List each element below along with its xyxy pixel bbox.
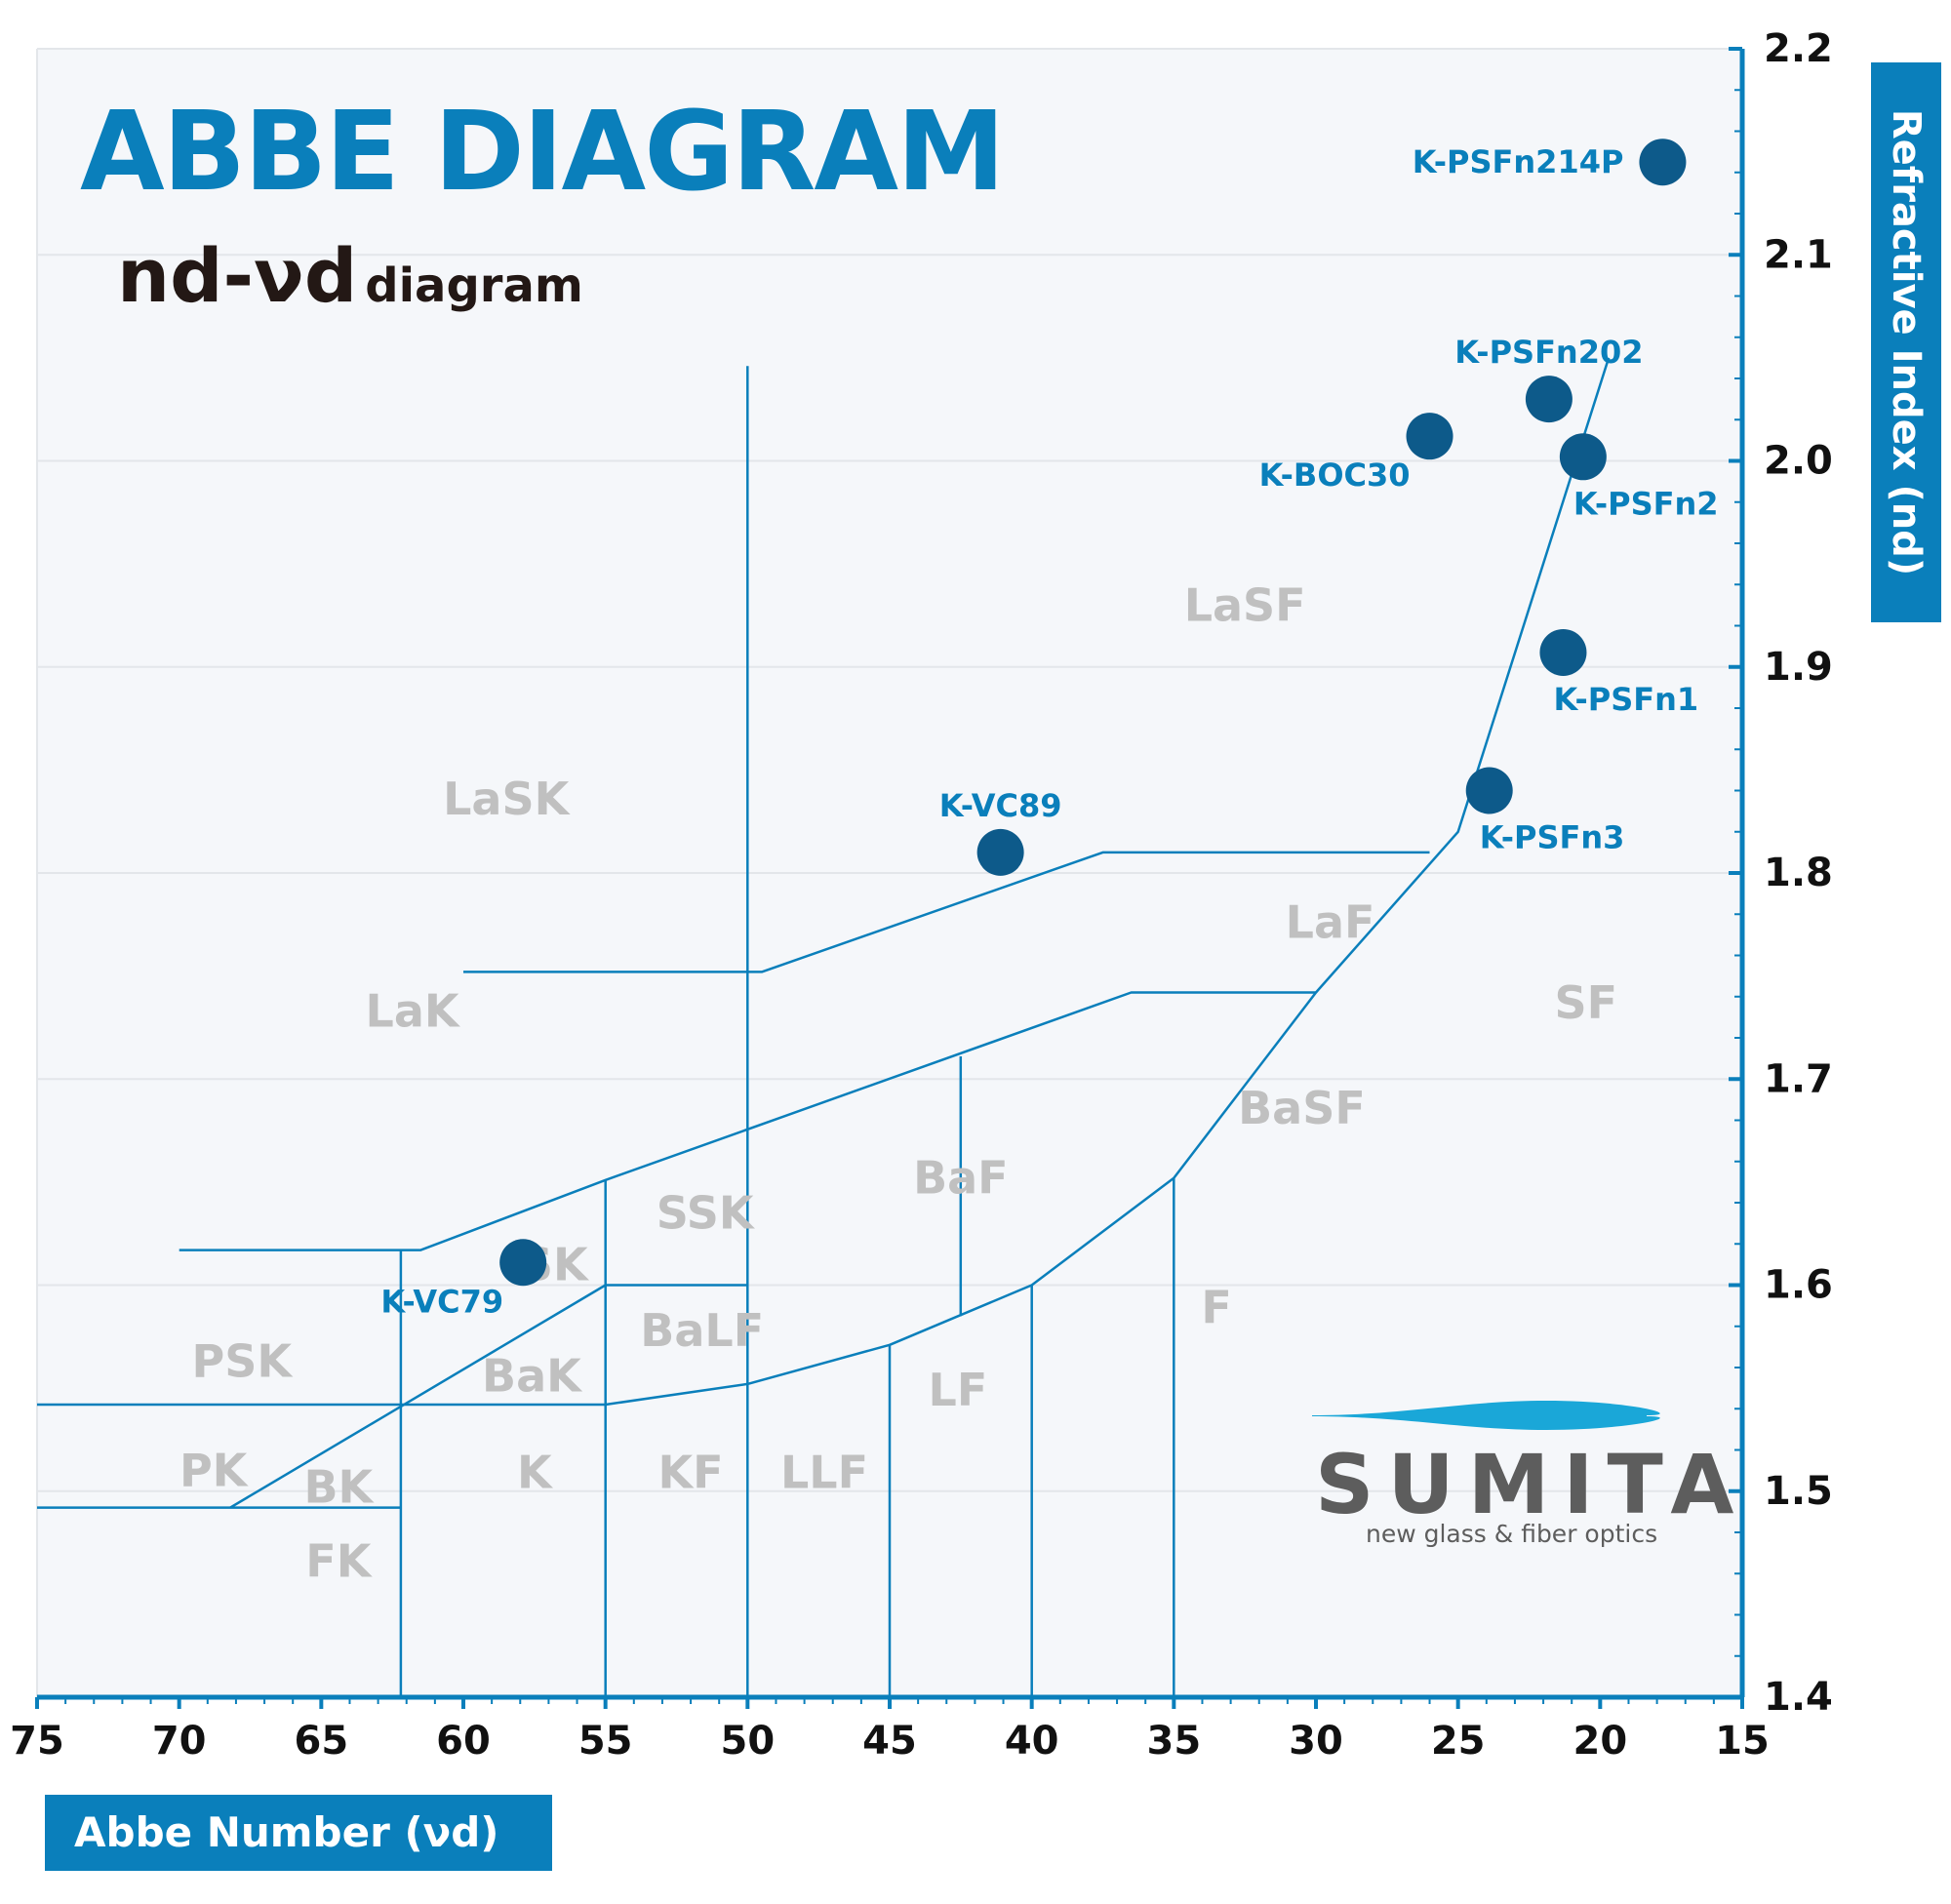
logo-tagline: new glass & fiber optics bbox=[1366, 1520, 1658, 1548]
y-tick-label: 1.9 bbox=[1764, 645, 1833, 690]
y-tick-label: 2.2 bbox=[1764, 26, 1833, 71]
x-tick-label: 35 bbox=[1146, 1719, 1201, 1764]
data-point bbox=[1559, 433, 1607, 481]
data-point bbox=[1406, 413, 1453, 460]
region-label: BaSF bbox=[1238, 1082, 1366, 1134]
x-tick-label: 75 bbox=[10, 1719, 64, 1764]
region-label: BaF bbox=[913, 1152, 1009, 1205]
y-tick-label: 1.5 bbox=[1764, 1469, 1833, 1514]
region-boundaries bbox=[37, 357, 1611, 1697]
point-label: K-PSFn3 bbox=[1480, 819, 1625, 856]
region-label: LaK bbox=[366, 985, 461, 1038]
region-label: SF bbox=[1554, 976, 1617, 1029]
region-label: PSK bbox=[192, 1335, 295, 1388]
glass-points: K-PSFn214P K-PSFn202 K-BOC30 K-PSFn2 K-PSFn1… bbox=[380, 139, 1719, 1320]
data-point bbox=[1639, 139, 1687, 186]
region-label: PK bbox=[179, 1445, 250, 1497]
y-axis-label-box bbox=[1871, 62, 1941, 622]
x-tick-label: 45 bbox=[862, 1719, 917, 1764]
region-boundary bbox=[229, 1284, 607, 1509]
data-point bbox=[976, 828, 1024, 876]
region-label: FK bbox=[305, 1535, 373, 1588]
x-tick-label: 65 bbox=[294, 1719, 348, 1764]
y-tick-label: 2.1 bbox=[1764, 232, 1833, 277]
region-label: KF bbox=[658, 1447, 724, 1499]
region-boundary bbox=[463, 851, 1430, 973]
x-tick-label: 50 bbox=[720, 1719, 775, 1764]
point-label: K-VC79 bbox=[380, 1283, 503, 1320]
data-point bbox=[1465, 767, 1513, 814]
point-label: K-VC89 bbox=[939, 787, 1062, 824]
chart-subtitle: nd-νd diagram bbox=[117, 239, 583, 313]
point-label: K-PSFn214P bbox=[1413, 143, 1624, 180]
y-tick-label: 1.6 bbox=[1764, 1263, 1833, 1308]
x-tick-label: 15 bbox=[1715, 1719, 1770, 1764]
logo-name: SUMITA bbox=[1315, 1437, 1748, 1532]
region-label: LF bbox=[929, 1364, 988, 1416]
data-point bbox=[1539, 628, 1587, 676]
logo-wave bbox=[1312, 1401, 1660, 1430]
subtitle-small: diagram bbox=[365, 258, 583, 313]
point-label: K-BOC30 bbox=[1259, 456, 1411, 494]
data-point bbox=[1525, 376, 1573, 423]
region-label: LaSF bbox=[1184, 578, 1306, 631]
point-label: K-PSFn2 bbox=[1573, 485, 1719, 522]
region-label: BaK bbox=[482, 1349, 583, 1402]
x-tick-label: 25 bbox=[1431, 1719, 1486, 1764]
y-tick-label: 2.0 bbox=[1764, 439, 1833, 484]
region-label: F bbox=[1201, 1282, 1231, 1334]
region-label: LaF bbox=[1286, 896, 1375, 949]
region-label: BK bbox=[303, 1461, 375, 1514]
point-label: K-PSFn1 bbox=[1553, 681, 1698, 718]
x-tick-label: 20 bbox=[1573, 1719, 1627, 1764]
y-tick-label: 1.7 bbox=[1764, 1056, 1833, 1101]
data-point bbox=[499, 1239, 547, 1287]
region-label: LLF bbox=[780, 1447, 868, 1499]
subtitle-main: nd-νd bbox=[117, 232, 358, 319]
point-label: K-PSFn202 bbox=[1454, 334, 1643, 371]
x-tick-label: 55 bbox=[578, 1719, 633, 1764]
region-label: LaSK bbox=[443, 773, 571, 825]
x-axis-label: Abbe Number (νd) bbox=[45, 1795, 552, 1871]
region-label: K bbox=[517, 1447, 554, 1499]
x-tick-label: 40 bbox=[1005, 1719, 1059, 1764]
region-label: BaLF bbox=[640, 1304, 764, 1357]
region-label: SSK bbox=[657, 1187, 756, 1240]
x-tick-label: 30 bbox=[1289, 1719, 1343, 1764]
axes: 75 70 65 60 55 50 45 40 35 30 25 20 151.4 1.5 1.6 1.7 1.… bbox=[10, 26, 1833, 1764]
y-tick-label: 1.4 bbox=[1764, 1675, 1833, 1720]
x-tick-label: 70 bbox=[152, 1719, 207, 1764]
y-axis-label: Refractive Index (nd) bbox=[1884, 108, 1929, 576]
y-tick-label: 1.8 bbox=[1764, 851, 1833, 895]
chart-title: ABBE DIAGRAM bbox=[80, 89, 1006, 216]
x-tick-label: 60 bbox=[436, 1719, 491, 1764]
